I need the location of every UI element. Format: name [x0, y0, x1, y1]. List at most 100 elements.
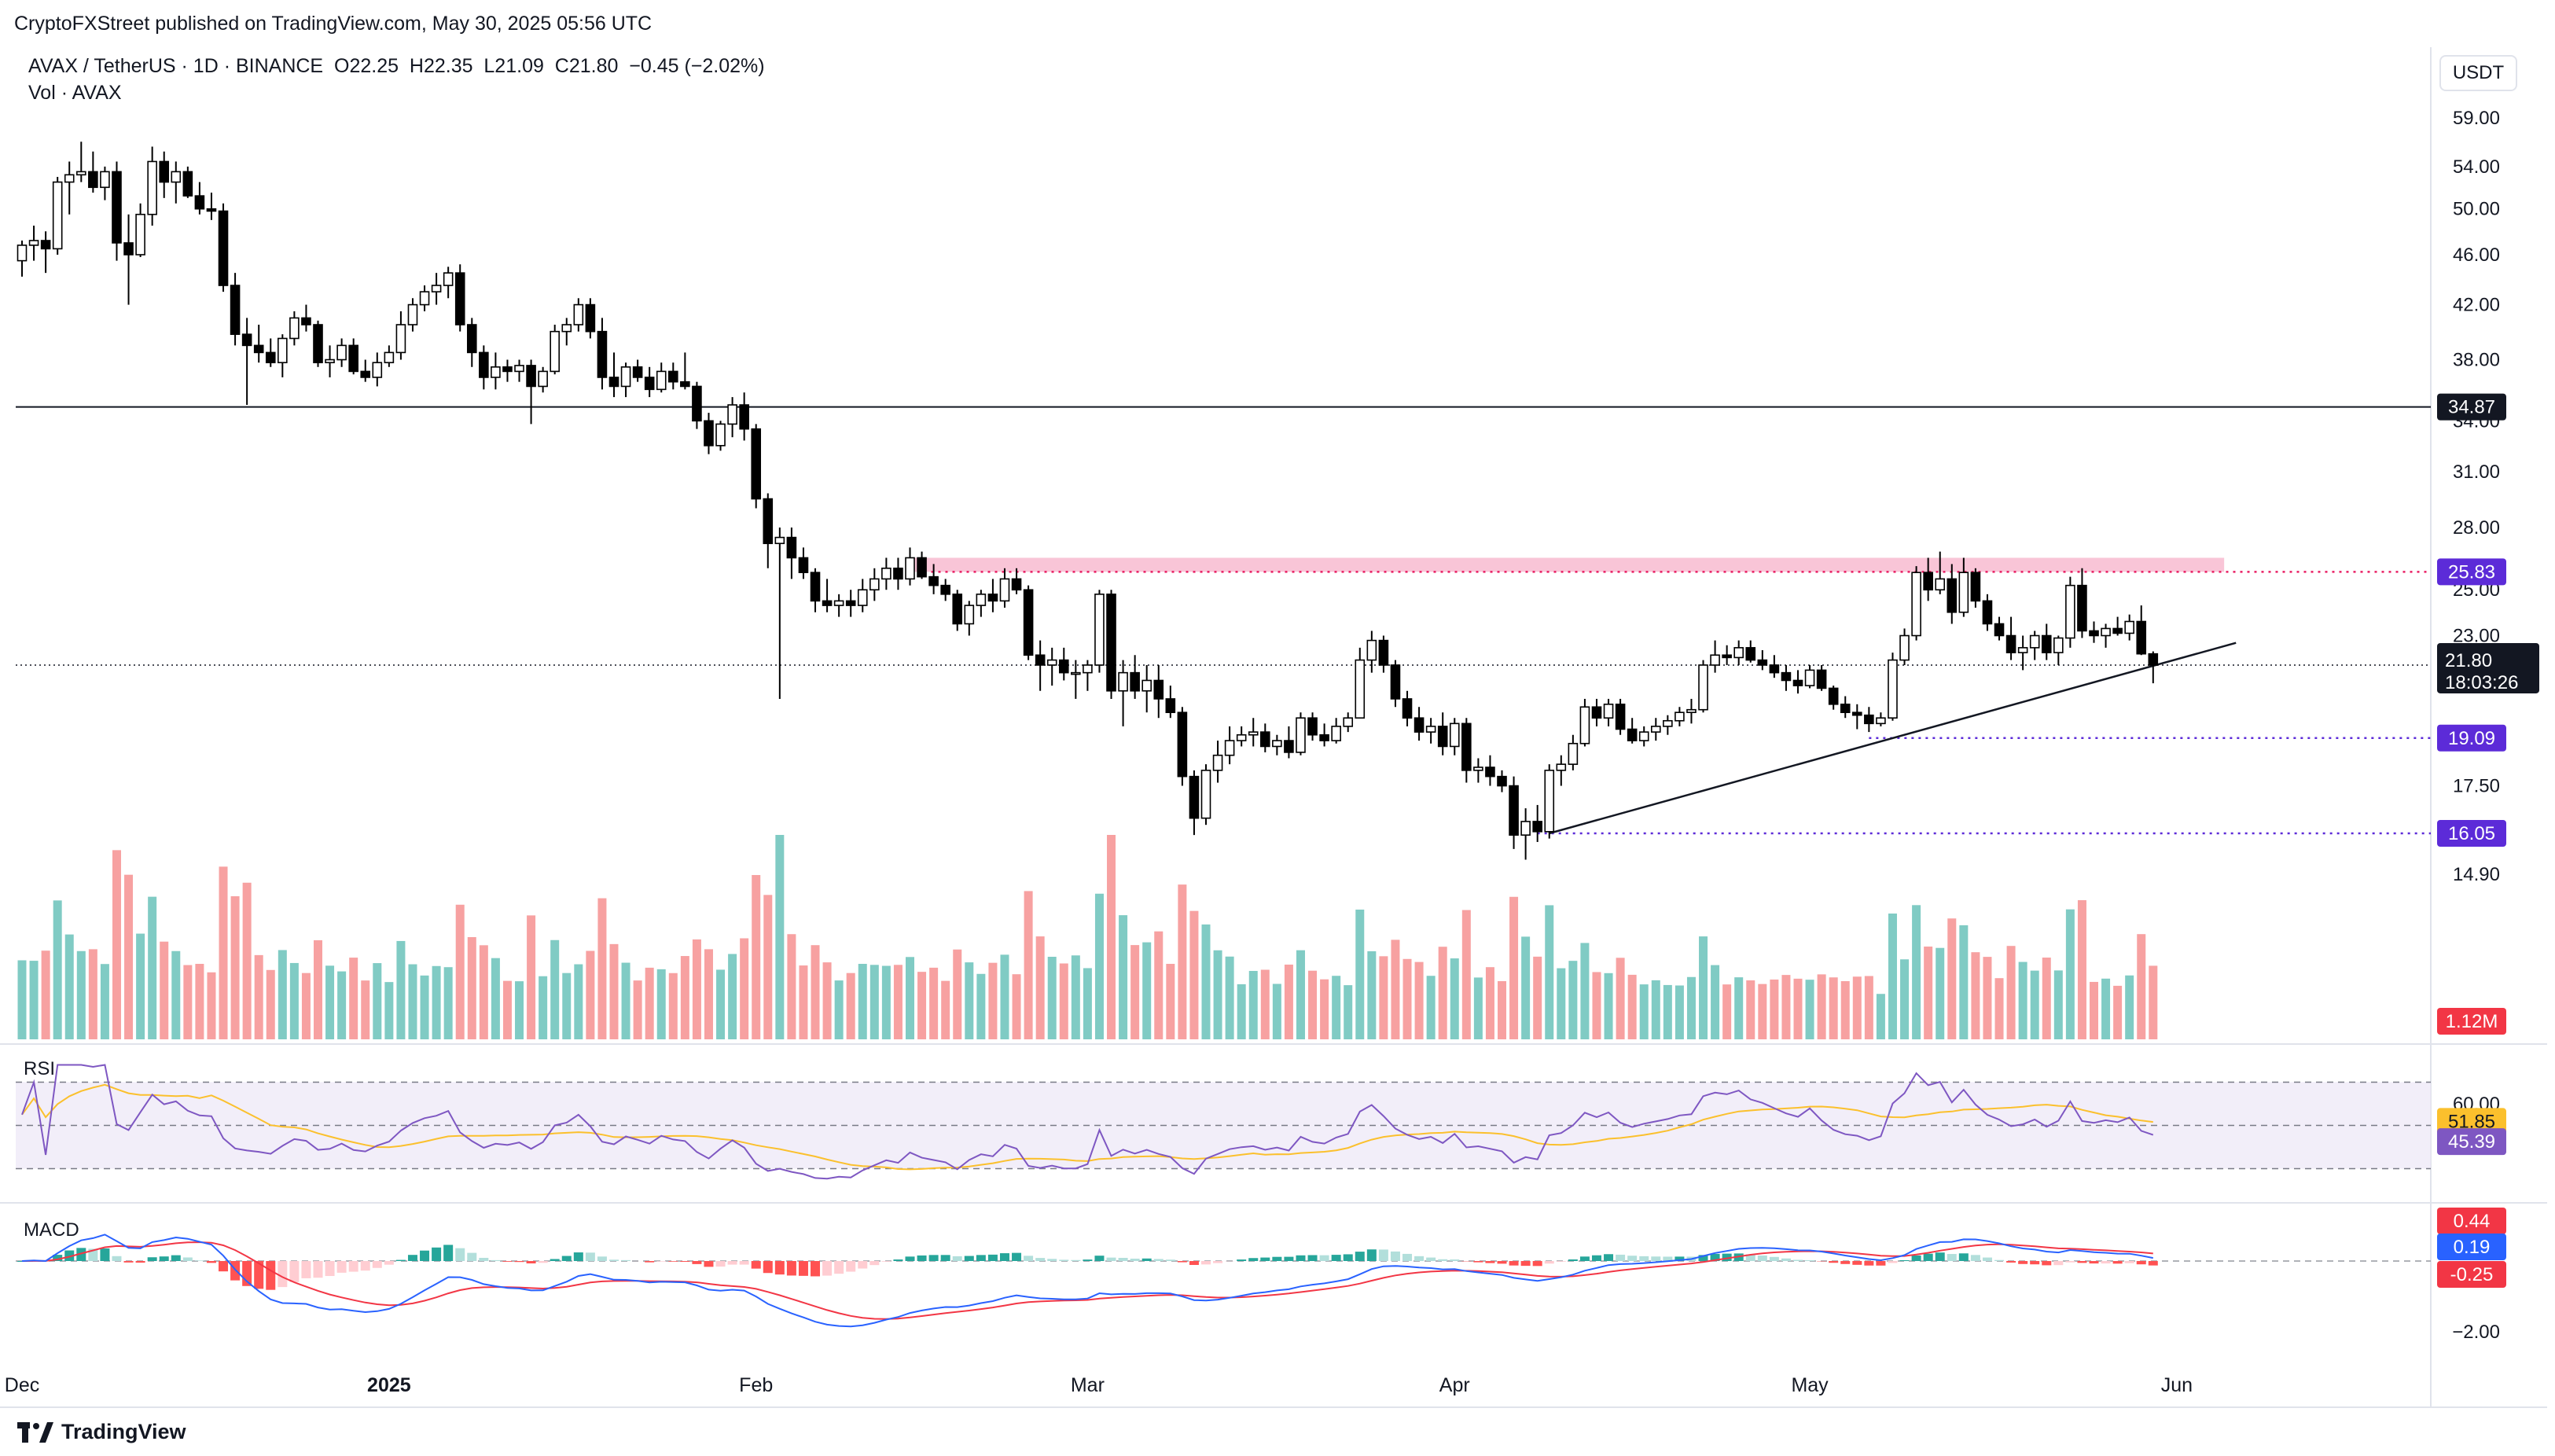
macd-histogram-bar — [1781, 1258, 1791, 1261]
macd-histogram-bar — [940, 1255, 950, 1261]
candle-down — [1947, 578, 1958, 613]
macd-histogram-bar — [1201, 1261, 1211, 1265]
volume-bar — [2053, 970, 2063, 1039]
candle-down — [1402, 698, 1413, 719]
candle-down — [692, 385, 702, 422]
candle-up — [1911, 572, 1921, 637]
volume-bar — [799, 965, 808, 1039]
macd-histogram-bar — [2065, 1261, 2075, 1263]
candle-up — [1638, 731, 1649, 741]
rsi-line — [21, 1064, 2154, 1180]
candle-down — [253, 344, 264, 354]
macd-histogram-bar — [1923, 1253, 1933, 1261]
macd-histogram-bar — [1520, 1261, 1531, 1267]
candle-up — [869, 578, 880, 591]
volume-bar — [2065, 909, 2075, 1039]
price-tick-label: 42.00 — [2453, 295, 2500, 316]
volume-bar — [1320, 979, 1329, 1039]
macd-value-badge: 0.19 — [2454, 1237, 2491, 1258]
volume-bar — [1840, 981, 1850, 1039]
support2-price-badge: 16.05 — [2448, 823, 2495, 844]
candle-up — [1212, 754, 1223, 771]
volume-bar — [1829, 977, 1838, 1039]
volume-bar — [337, 971, 347, 1039]
macd-histogram-bar — [645, 1261, 655, 1263]
candle-up — [561, 324, 572, 333]
volume-bar — [88, 949, 97, 1039]
macd-histogram-bar — [1473, 1261, 1483, 1263]
volume-bar — [100, 964, 109, 1039]
macd-histogram-bar — [609, 1259, 619, 1261]
macd-histogram-bar — [301, 1261, 311, 1278]
macd-histogram-bar — [1083, 1259, 1093, 1261]
volume-bar — [1545, 905, 1554, 1039]
candle-up — [1083, 664, 1093, 674]
volume-bar — [1130, 945, 1140, 1039]
macd-histogram-bar — [1189, 1261, 1199, 1265]
candle-down — [1769, 664, 1780, 674]
candle-down — [1757, 659, 1768, 666]
macd-histogram-bar — [1958, 1253, 1969, 1261]
candle-down — [2148, 653, 2159, 666]
price-tick-label: 59.00 — [2453, 108, 2500, 129]
volume-bar — [384, 982, 394, 1039]
volume-bar — [645, 967, 654, 1039]
macd-histogram-bar — [2030, 1261, 2040, 1265]
candle-up — [1650, 726, 1661, 733]
candle-up — [325, 358, 335, 364]
volume-bar — [2137, 934, 2146, 1039]
volume-bar — [1616, 958, 1625, 1039]
currency-selector[interactable]: USDT — [2439, 55, 2517, 91]
macd-histogram-bar — [1012, 1252, 1022, 1261]
volume-bar — [597, 898, 607, 1039]
candle-down — [301, 317, 311, 325]
volume-bar — [1308, 970, 1318, 1039]
macd-histogram-bar — [917, 1255, 927, 1261]
macd-histogram-bar — [479, 1257, 489, 1261]
volume-bar — [289, 962, 299, 1039]
volume-bar — [1639, 984, 1649, 1039]
macd-histogram-bar — [1260, 1257, 1270, 1261]
candle-up — [1733, 647, 1744, 659]
macd-histogram-bar — [692, 1261, 702, 1264]
volume-bar — [1248, 971, 1258, 1039]
macd-pane: MACD — [16, 1219, 2431, 1328]
macd-histogram-bar — [1390, 1251, 1400, 1261]
volume-bar — [420, 975, 429, 1039]
candle-down — [123, 242, 134, 256]
volume-bar — [1059, 963, 1068, 1039]
volume-bar — [278, 950, 287, 1039]
volume-bar — [1971, 952, 1980, 1039]
volume-bar — [1391, 939, 1400, 1039]
candle-down — [1852, 711, 1862, 716]
macd-histogram-bar — [2077, 1261, 2087, 1263]
macd-histogram-badge: 0.44 — [2454, 1211, 2491, 1232]
macd-histogram-bar — [1568, 1259, 1578, 1261]
volume-bar — [1734, 977, 1744, 1039]
candle-down — [1816, 669, 1827, 689]
candle-up — [1710, 654, 1720, 666]
candle-up — [1141, 679, 1152, 692]
volume-bar — [1201, 924, 1211, 1039]
candle-up — [1296, 717, 1306, 753]
macd-histogram-bar — [1272, 1256, 1282, 1261]
candle-down — [786, 536, 797, 559]
macd-histogram-bar — [1035, 1258, 1046, 1261]
volume-bar — [1426, 976, 1436, 1039]
candle-down — [1035, 654, 1046, 666]
candle-up — [1248, 731, 1259, 736]
volume-bar — [1746, 980, 1755, 1039]
macd-histogram-bar — [727, 1261, 737, 1265]
volume-bar — [1166, 964, 1175, 1039]
macd-histogram-bar — [1366, 1249, 1377, 1261]
candle-down — [597, 330, 608, 378]
volume-bar — [1473, 977, 1483, 1039]
candle-down — [917, 557, 927, 578]
candle-down — [479, 351, 489, 378]
volume-bar — [1533, 956, 1542, 1039]
macd-histogram-bar — [2124, 1261, 2134, 1263]
candle-up — [336, 344, 347, 361]
candle-up — [1663, 719, 1673, 727]
candle-up — [76, 171, 86, 176]
